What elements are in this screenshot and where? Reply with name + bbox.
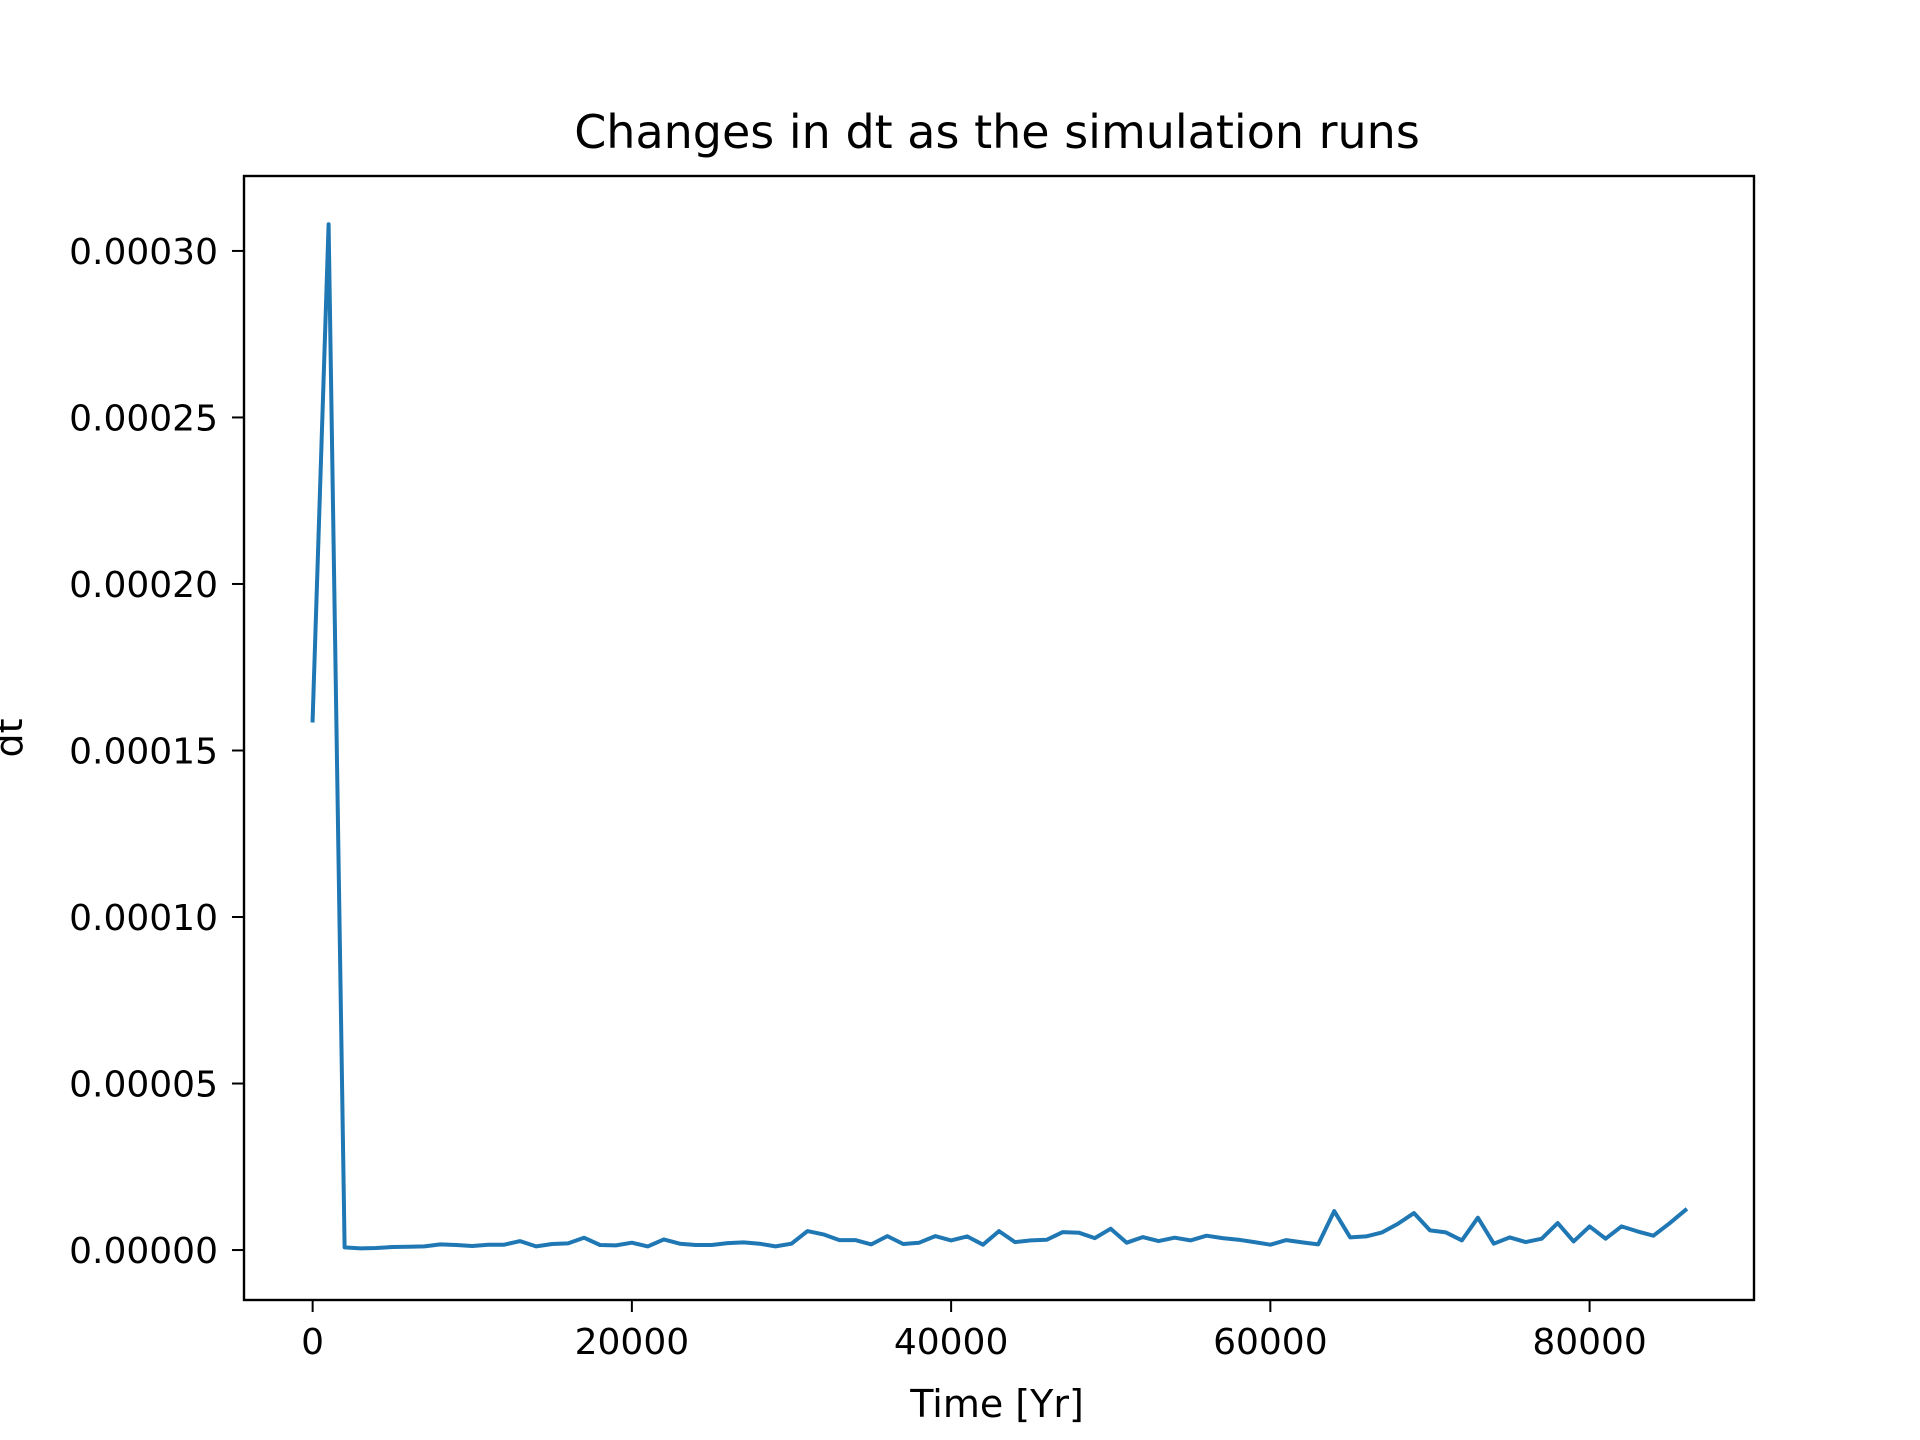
y-axis-label: dt bbox=[0, 718, 31, 757]
y-tick-label: 0.00025 bbox=[69, 398, 218, 439]
plot-frame bbox=[242, 174, 1756, 1302]
x-tick-label: 0 bbox=[301, 1322, 324, 1363]
chart-title: Changes in dt as the simulation runs bbox=[574, 105, 1420, 159]
y-tick-label: 0.00030 bbox=[69, 232, 218, 273]
series-group bbox=[310, 222, 1689, 1251]
y-axis-ticks: 0.00000 0.00005 0.00010 0.00015 0.00020 0.000… bbox=[69, 232, 244, 1272]
x-tick-label: 60000 bbox=[1213, 1322, 1328, 1363]
series-line bbox=[310, 222, 1689, 1251]
y-tick-label: 0.00010 bbox=[69, 898, 218, 939]
x-tick-label: 40000 bbox=[894, 1322, 1009, 1363]
x-tick-label: 20000 bbox=[575, 1322, 690, 1363]
x-tick-label: 80000 bbox=[1532, 1322, 1647, 1363]
y-tick-label: 0.00000 bbox=[69, 1231, 218, 1272]
y-tick-label: 0.00015 bbox=[69, 731, 218, 772]
y-tick-label: 0.00020 bbox=[69, 565, 218, 606]
y-tick-label: 0.00005 bbox=[69, 1065, 218, 1106]
x-axis-label: Time [Yr] bbox=[909, 1382, 1084, 1426]
x-axis-ticks: 0 20000 40000 60000 80000 bbox=[301, 1300, 1647, 1363]
